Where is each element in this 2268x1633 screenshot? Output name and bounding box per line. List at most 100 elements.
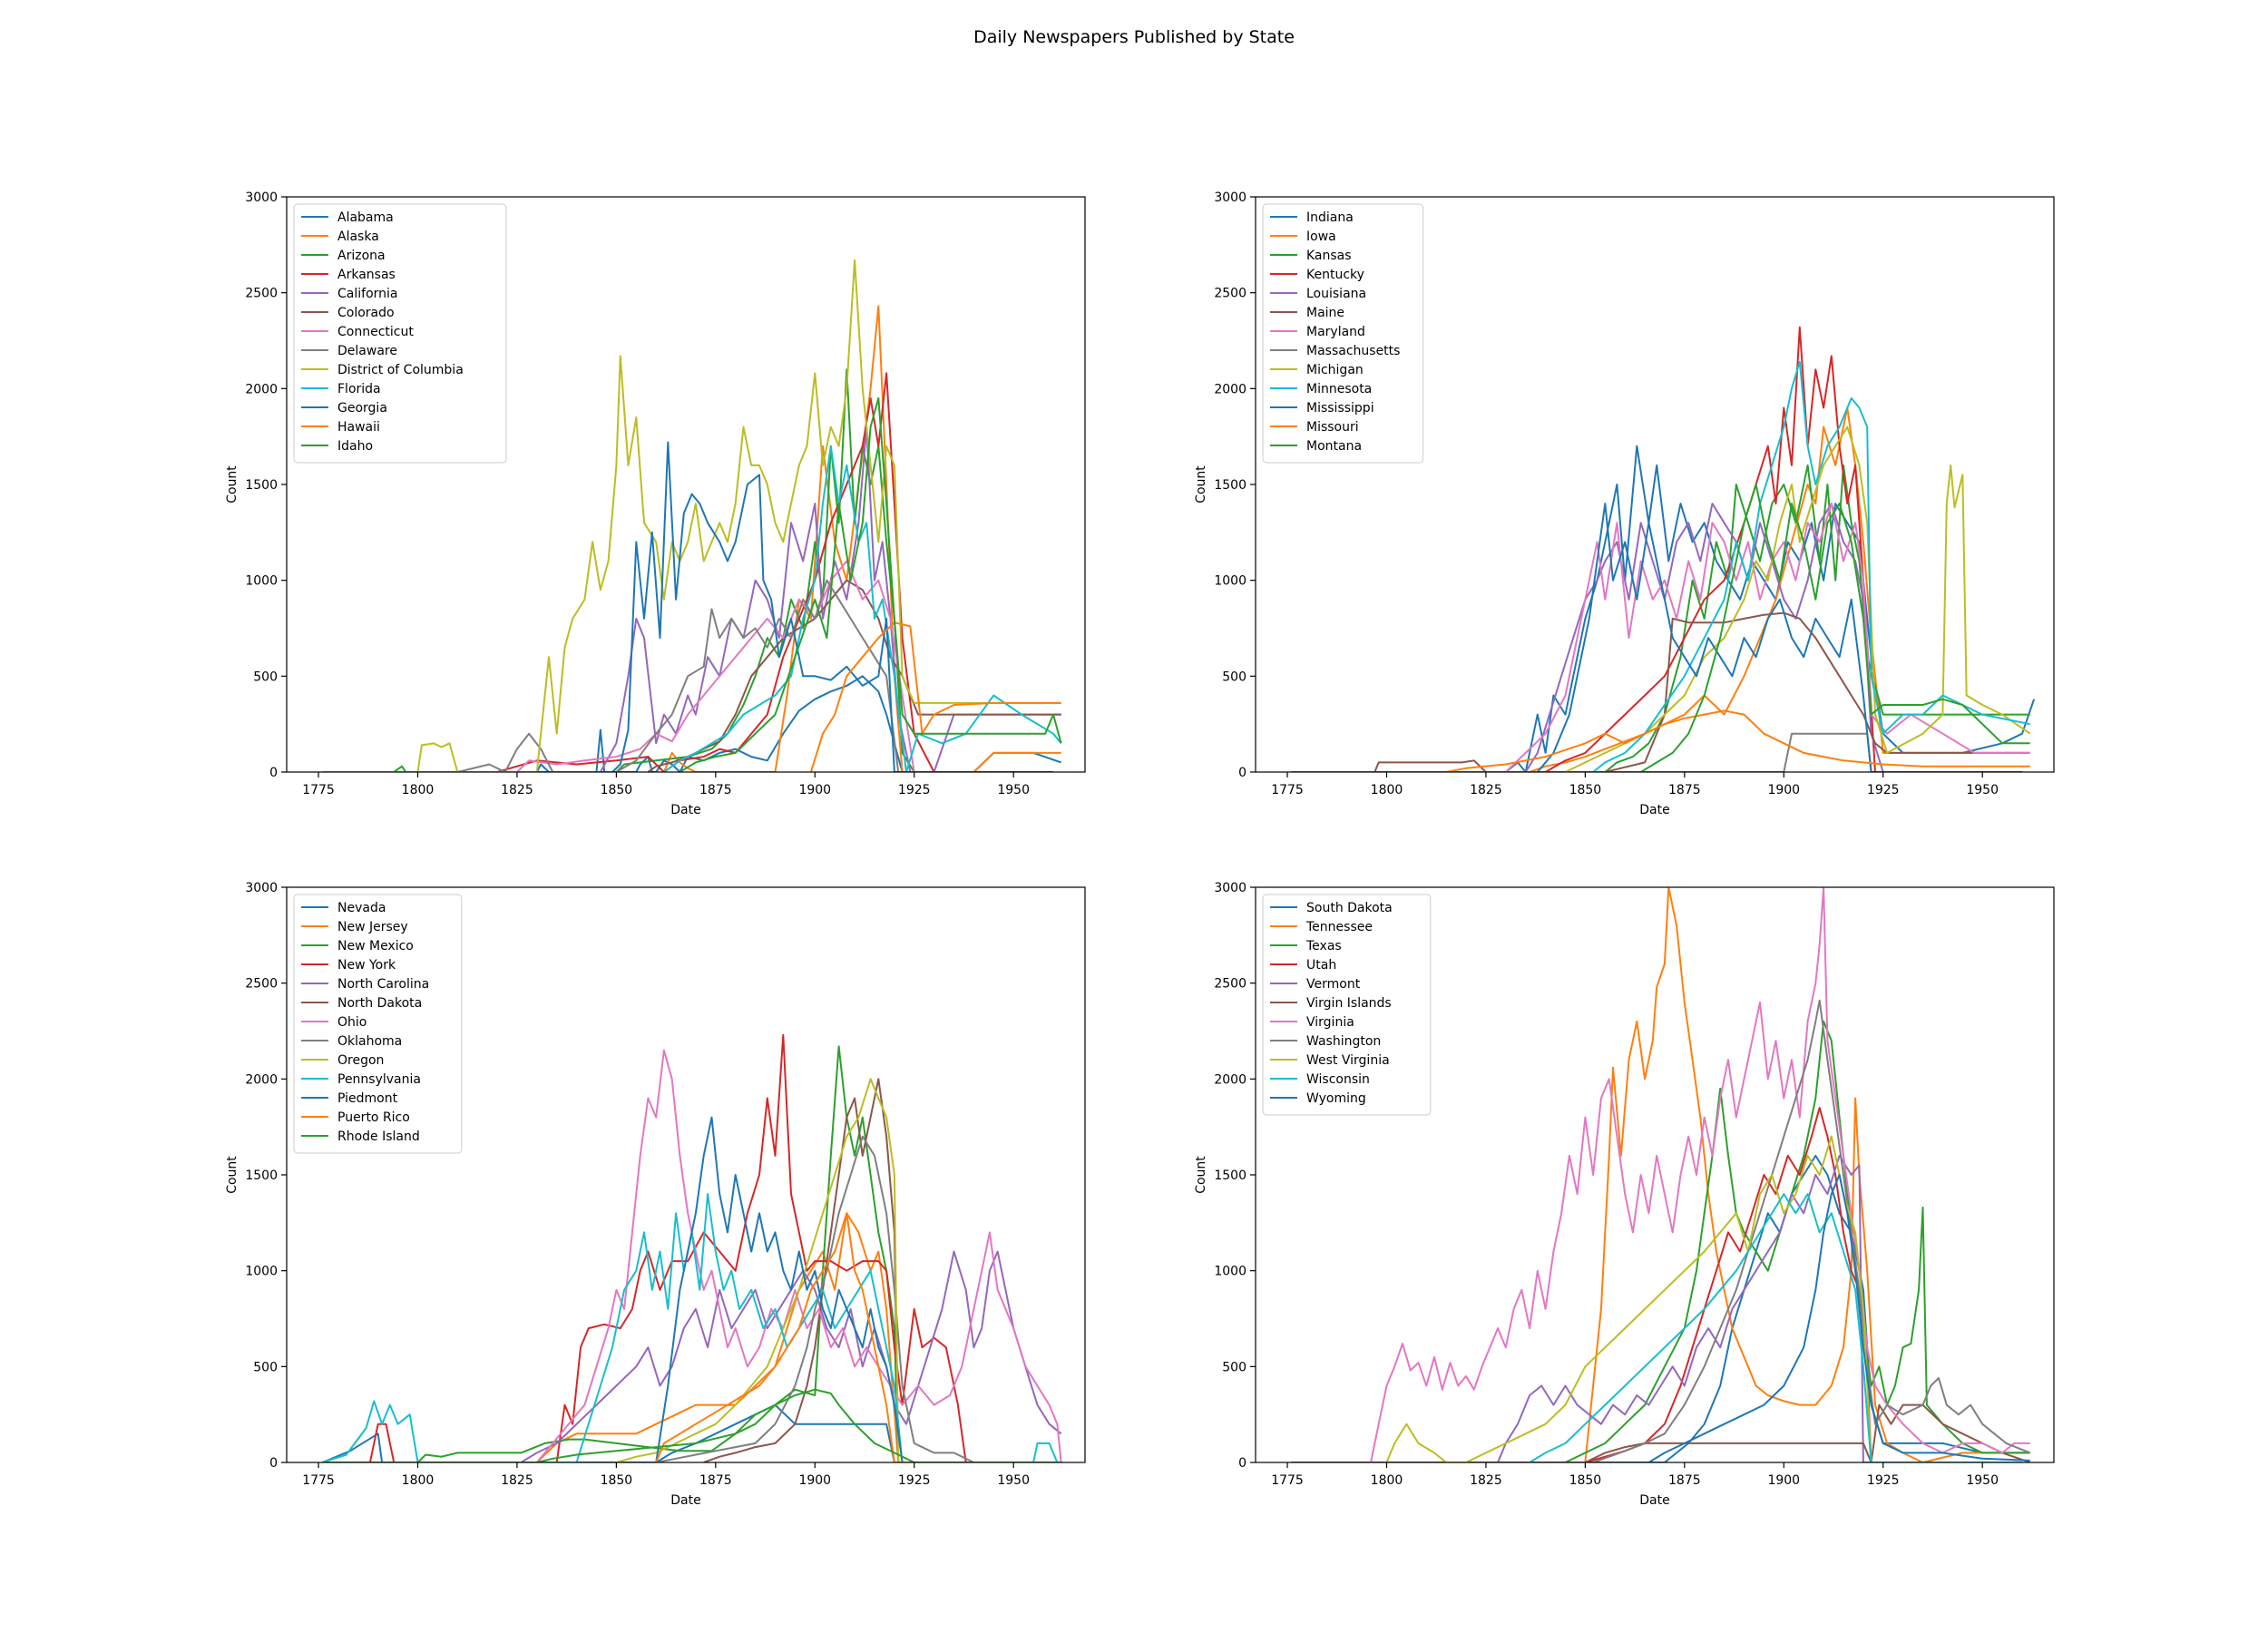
- legend-label: Delaware: [337, 344, 397, 358]
- legend-box: [293, 894, 463, 1154]
- legend-label: Alaska: [337, 230, 379, 244]
- y-tick-label: 2500: [245, 287, 278, 301]
- legend: Nevada New Jersey New Mexico New York North …: [293, 894, 463, 1154]
- series-line-washington: [1592, 999, 2031, 1462]
- legend-label: Missouri: [1306, 420, 1359, 435]
- y-tick-label: 3000: [1214, 191, 1246, 205]
- y-tick-label: 2000: [1214, 382, 1246, 396]
- legend-label: Wisconsin: [1306, 1072, 1370, 1087]
- legend-label: Connecticut: [337, 325, 414, 339]
- x-tick-label: 1875: [1668, 783, 1701, 797]
- x-tick-label: 1775: [302, 783, 335, 797]
- legend-label: New Mexico: [337, 939, 414, 953]
- series-line-north-dakota: [703, 1078, 1053, 1462]
- y-tick-label: 2000: [245, 382, 278, 396]
- legend-label: New York: [337, 958, 396, 973]
- x-tick-label: 1850: [1569, 783, 1602, 797]
- x-tick-label: 1925: [1867, 783, 1900, 797]
- legend-label: California: [337, 287, 397, 301]
- series-line-wyoming: [1647, 1174, 2030, 1462]
- y-tick-label: 500: [1222, 670, 1246, 684]
- y-tick-label: 1500: [1214, 478, 1246, 493]
- series-group: [322, 259, 1062, 772]
- series-line-hawaii: [809, 621, 1061, 772]
- x-tick-label: 1775: [302, 1473, 335, 1488]
- subplot-4: 1775 1800 1825 1850 1875 1900 1925 1950 0 500 1000…: [1194, 881, 2055, 1508]
- y-tick-label: 1500: [245, 478, 278, 493]
- x-tick-label: 1875: [699, 783, 732, 797]
- legend-label: Virgin Islands: [1306, 996, 1392, 1011]
- series-line-texas: [1565, 1020, 2030, 1462]
- series-line-west-virginia: [1385, 1135, 2022, 1462]
- series-line-idaho: [679, 396, 1062, 772]
- series-line-connecticut: [322, 560, 1053, 772]
- series-line-maine: [1291, 611, 2030, 772]
- y-tick-label: 0: [1238, 766, 1246, 780]
- legend-label: Pennsylvania: [337, 1072, 421, 1087]
- x-tick-label: 1925: [898, 783, 931, 797]
- legend-label: Piedmont: [337, 1091, 398, 1106]
- series-line-florida: [663, 445, 1062, 772]
- x-axis-label: Date: [1639, 803, 1669, 817]
- series-line-alabama: [322, 675, 1062, 772]
- series-line-virgin-islands: [1291, 1403, 2031, 1462]
- series-line-puerto-rico: [655, 1212, 1053, 1462]
- series-line-nevada: [322, 1403, 1053, 1462]
- y-tick-label: 2000: [245, 1072, 278, 1087]
- series-line-mississippi: [1537, 503, 2022, 772]
- series-line-massachusetts: [1291, 732, 2022, 772]
- series-line-piedmont: [655, 1116, 1053, 1462]
- series-line-delaware: [457, 579, 1053, 772]
- legend-label: Louisiana: [1306, 287, 1366, 301]
- x-axis-label: Date: [670, 803, 700, 817]
- y-tick-label: 3000: [245, 191, 278, 205]
- series-line-alaska: [662, 305, 1061, 772]
- legend-label: Vermont: [1306, 977, 1361, 992]
- legend-label: Iowa: [1306, 230, 1336, 244]
- series-line-new-york: [368, 1033, 1053, 1462]
- y-axis-label: Count: [1194, 1156, 1208, 1194]
- y-tick-label: 0: [269, 1456, 278, 1471]
- legend-label: Arizona: [337, 249, 386, 263]
- series-line-tennessee: [1584, 887, 2030, 1462]
- y-axis-label: Count: [1194, 465, 1208, 504]
- figure-title: Daily Newspapers Published by State: [973, 27, 1295, 47]
- legend-label: West Virginia: [1306, 1053, 1390, 1068]
- subplot-3: 1775 1800 1825 1850 1875 1900 1925 1950 0 500 1000…: [225, 881, 1086, 1508]
- series-group: [1291, 326, 2036, 772]
- y-tick-label: 500: [253, 670, 278, 684]
- legend-label: Montana: [1306, 439, 1362, 454]
- series-line-district-of-columbia: [416, 259, 1061, 772]
- legend-label: Utah: [1306, 958, 1336, 973]
- x-tick-label: 1850: [601, 783, 633, 797]
- legend-label: Minnesota: [1306, 382, 1372, 396]
- y-tick-label: 500: [1222, 1360, 1246, 1374]
- y-tick-label: 1000: [1214, 1265, 1246, 1279]
- y-tick-label: 1500: [245, 1169, 278, 1183]
- y-tick-label: 1500: [1214, 1169, 1246, 1183]
- legend-label: Michigan: [1306, 363, 1364, 377]
- legend-label: New Jersey: [337, 920, 408, 934]
- legend-label: Mississippi: [1306, 401, 1374, 416]
- x-tick-label: 1825: [1470, 1473, 1502, 1488]
- series-line-indiana: [1291, 445, 2036, 772]
- x-axis-label: Date: [670, 1493, 700, 1508]
- legend: Alabama Alaska Arizona Arkansas California Co…: [293, 203, 507, 464]
- y-tick-label: 1000: [245, 1265, 278, 1279]
- x-tick-label: 1800: [1371, 783, 1403, 797]
- y-axis-label: Count: [225, 465, 240, 504]
- legend-label: North Carolina: [337, 977, 429, 992]
- legend: South Dakota Tennessee Texas Utah Vermont Vir…: [1262, 894, 1432, 1116]
- legend-box: [1262, 894, 1432, 1116]
- series-line-georgia: [611, 441, 1053, 772]
- series-line-vermont: [1497, 1154, 2022, 1462]
- legend-label: Massachusetts: [1306, 344, 1400, 358]
- x-tick-label: 1900: [798, 783, 831, 797]
- series-line-kentucky: [1545, 326, 2022, 772]
- subplot-2: 1775 1800 1825 1850 1875 1900 1925 1950 0 500 1000…: [1194, 191, 2055, 817]
- y-tick-label: 3000: [1214, 881, 1246, 895]
- legend-label: Maryland: [1306, 325, 1365, 339]
- legend-label: North Dakota: [337, 996, 422, 1011]
